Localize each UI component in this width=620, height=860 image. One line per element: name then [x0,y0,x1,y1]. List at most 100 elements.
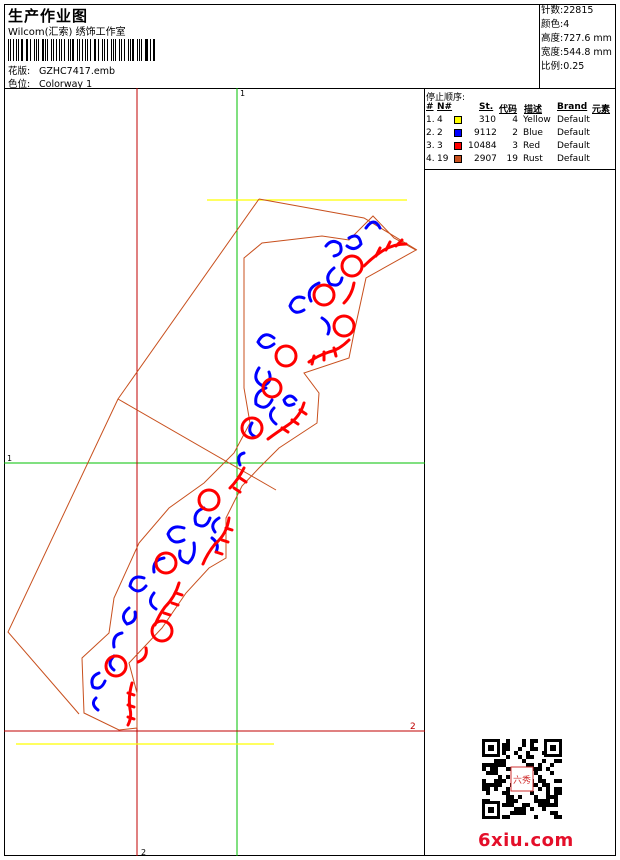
barcode-bar [78,39,80,61]
qr-module [494,763,498,767]
barcode-bar [51,39,53,61]
qr-module [510,795,514,799]
qr-module [538,803,542,807]
barcode-bar [20,39,23,61]
qr-module [506,747,510,751]
qr-module [546,783,550,787]
stop-row: 1. 4 310 4 Yellow Default [426,115,590,125]
qr-module [546,767,550,771]
qr-module [502,791,506,795]
qr-module [506,787,510,791]
color-swatch-blue [454,129,462,137]
colorway-label: 色位: [8,79,31,90]
qr-module [502,803,506,807]
qr-module [542,803,546,807]
qr-module [482,767,486,771]
qr-module [554,791,558,795]
qr-module [502,759,506,763]
qr-module [526,755,530,759]
pattern-value: GZHC7417.emb [39,66,116,77]
qr-module [546,803,550,807]
qr-module [530,739,534,743]
qr-module [490,783,494,787]
qr-module [502,779,506,783]
barcode-bar [8,39,10,61]
qr-module [558,815,562,819]
barcode-bar [72,39,74,61]
qr-module [542,759,546,763]
barcode-bar [138,39,140,61]
qr-module [506,755,510,759]
embroidery-preview: 1 1 2 2 [4,88,425,857]
stat-colors: 颜色:4 [541,19,570,30]
qr-module [506,795,510,799]
qr-module [506,803,510,807]
qr-module [554,803,558,807]
col-hash: # [426,102,434,112]
qr-module [494,771,498,775]
barcode-bar [132,39,134,61]
barcode-bar [136,39,138,61]
qr-module [542,783,546,787]
qr-module [490,763,494,767]
qr-module [494,783,498,787]
barcode-bar [97,39,100,61]
barcode-bar [118,39,120,61]
qr-module [498,775,502,779]
qr-stamp: 六秀 [513,774,531,786]
qr-module [482,783,486,787]
qr-module [530,747,534,751]
barcode-bar [53,39,54,61]
color-swatch-red [454,142,462,150]
qr-module [546,799,550,803]
qr-module [554,787,558,791]
pattern-row: 花版: GZHC7417.emb [8,63,115,77]
barcode-bar [47,39,49,61]
qr-module [518,747,522,751]
colorway-row: 色位: Colorway 1 [8,76,92,90]
qr-module [518,807,522,811]
qr-module [534,815,538,819]
barcode-bar [112,39,114,61]
col-st: St. [479,102,494,112]
col-desc: 描述 [524,105,543,115]
qr-module [522,807,526,811]
qr-module [506,799,510,803]
col-n: N# [437,102,453,112]
qr-module [518,811,522,815]
qr-module [526,803,530,807]
stop-row: 2. 2 9112 2 Blue Default [426,128,590,138]
qr-module [554,759,558,763]
barcode-bar [29,39,31,61]
pattern-label: 花版: [8,66,31,77]
barcode-bar [27,39,28,61]
barcode-bar [55,39,57,61]
qr-module [538,779,542,783]
barcode-bar [104,39,106,61]
barcode-bar [153,39,155,61]
qr-module [554,815,558,819]
stop-row: 4. 19 2907 19 Rust Default [426,154,590,164]
barcode-bar [144,39,146,61]
qr-module [482,779,486,783]
qr-module [546,795,550,799]
qr-module [530,791,534,795]
sheet-title: 生产作业图 [8,7,89,25]
qr-module [514,807,518,811]
barcode-bar [128,39,129,61]
barcode-bar [68,39,69,61]
qr-module [534,747,538,751]
qr-module [486,771,490,775]
col-brand: Brand [557,102,588,112]
qr-module [554,779,558,783]
barcode-bar [81,39,83,61]
stop-sequence-title: 停止顺序: [426,93,466,103]
qr-module [502,763,506,767]
qr-module [554,795,558,799]
barcode-bar [149,39,151,61]
barcode-bar [35,39,37,61]
qr-module [494,767,498,771]
barcode-bar [107,39,108,61]
barcode-bar [129,39,131,61]
qr-module [554,799,558,803]
